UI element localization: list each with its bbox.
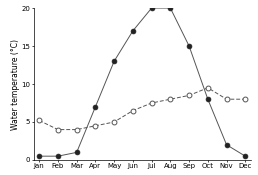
Y-axis label: Water temperature (°C): Water temperature (°C): [11, 38, 20, 130]
